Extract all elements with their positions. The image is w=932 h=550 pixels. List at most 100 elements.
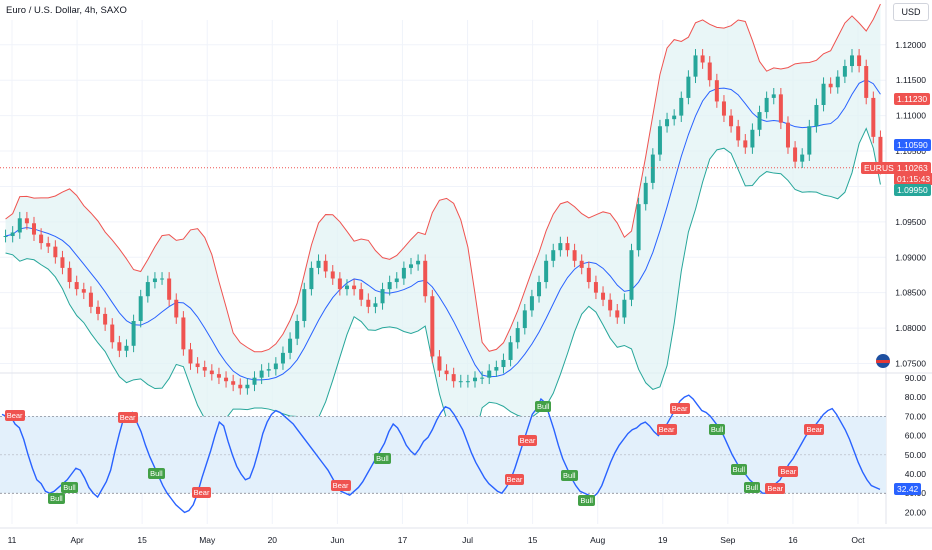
candle-body (387, 282, 392, 290)
candle-body (586, 267, 591, 283)
candle-body (437, 356, 442, 371)
bollinger-basis (5, 79, 881, 381)
rsi-axis-tick: 90.00 (905, 373, 927, 383)
candle-body (601, 292, 606, 300)
bollinger-upper (5, 3, 881, 353)
candle-body (195, 363, 200, 368)
candle-body (366, 299, 371, 307)
candle-body (344, 285, 349, 290)
candle-body (245, 384, 250, 389)
candle-body (88, 292, 93, 307)
candle-body (96, 306, 101, 314)
price-axis-tick: 1.09500 (895, 217, 926, 227)
candle-body (480, 377, 485, 379)
bear-signal-label: Bear (804, 423, 825, 435)
candle-body (174, 299, 179, 318)
candle-body (231, 381, 236, 385)
rsi-axis-tick: 40.00 (905, 469, 927, 479)
candle-body (657, 126, 662, 155)
candle-body (700, 55, 705, 63)
bull-signal-label: Bull (561, 470, 578, 482)
candle-body (17, 218, 22, 233)
candle-body (224, 377, 229, 382)
basis-price-label: 1.10590 (894, 138, 931, 151)
candle-body (138, 296, 143, 322)
candle-body (793, 147, 798, 162)
time-axis-tick: 15 (137, 535, 147, 545)
candle-body (665, 119, 670, 127)
candle-body (800, 154, 805, 162)
candle-body (871, 97, 876, 137)
bear-signal-label: Bear (778, 466, 799, 478)
candle-body (473, 377, 478, 382)
bollinger-fill (5, 4, 881, 454)
candle-body (10, 232, 15, 237)
candle-body (24, 218, 29, 224)
candle-body (167, 278, 172, 300)
candle-body (238, 384, 243, 389)
candle-body (622, 299, 627, 318)
candle-body (686, 76, 691, 98)
time-axis-tick: 20 (268, 535, 278, 545)
bear-signal-label: Bear (656, 423, 677, 435)
time-axis-tick: Jul (462, 535, 473, 545)
candle-body (444, 370, 449, 375)
candle-body (309, 267, 314, 290)
candle-body (152, 278, 157, 283)
price-axis-tick: 1.11500 (896, 75, 926, 85)
candle-body (67, 267, 72, 283)
bear-signal-label: Bear (669, 402, 690, 414)
time-axis-tick: Aug (590, 535, 605, 545)
candle-body (771, 94, 776, 98)
candle-body (74, 282, 79, 290)
candle-body (835, 76, 840, 88)
candle-body (572, 250, 577, 261)
candle-body (729, 115, 734, 127)
bear-signal-label: Bear (191, 487, 212, 499)
rsi-axis-tick: 80.00 (905, 392, 927, 402)
candle-body (629, 250, 634, 300)
candle-body (558, 243, 563, 251)
candle-body (529, 296, 534, 311)
candle-body (579, 260, 584, 268)
candle-body (693, 55, 698, 77)
symbol-price-label: EURUSD (861, 161, 903, 174)
bear-signal-label: Bear (765, 483, 786, 495)
candle-body (721, 101, 726, 116)
candle-body (650, 154, 655, 183)
candle-body (608, 299, 613, 311)
candle-body (672, 115, 677, 120)
bear-signal-label: Bear (504, 473, 525, 485)
candle-body (60, 257, 65, 268)
candle-body (273, 363, 278, 370)
candle-body (302, 289, 307, 322)
currency-button[interactable]: USD (893, 3, 929, 21)
candle-body (451, 374, 456, 382)
candle-body (430, 296, 435, 357)
candle-body (707, 62, 712, 81)
candle-body (145, 282, 150, 297)
candle-body (743, 140, 748, 148)
candle-body (352, 285, 357, 290)
candle-body (39, 234, 44, 244)
candle-body (401, 267, 406, 279)
symbol-flag-icon (876, 354, 890, 368)
candle-body (458, 381, 463, 383)
candle-body (778, 94, 783, 123)
candle-body (494, 367, 499, 371)
price-axis-tick: 1.11000 (896, 111, 926, 121)
candle-body (857, 55, 862, 67)
candle-body (714, 80, 719, 102)
candle-body (216, 374, 221, 378)
time-axis-tick: Apr (70, 535, 83, 545)
candle-body (615, 310, 620, 318)
bear-signal-label: Bear (330, 479, 351, 491)
candle-body (53, 246, 58, 258)
rsi-line (1, 394, 881, 514)
candle-body (522, 310, 527, 329)
candle-body (487, 370, 492, 378)
candle-body (593, 282, 598, 293)
price-axis-tick: 1.09000 (895, 252, 926, 262)
candle-body (736, 126, 741, 141)
